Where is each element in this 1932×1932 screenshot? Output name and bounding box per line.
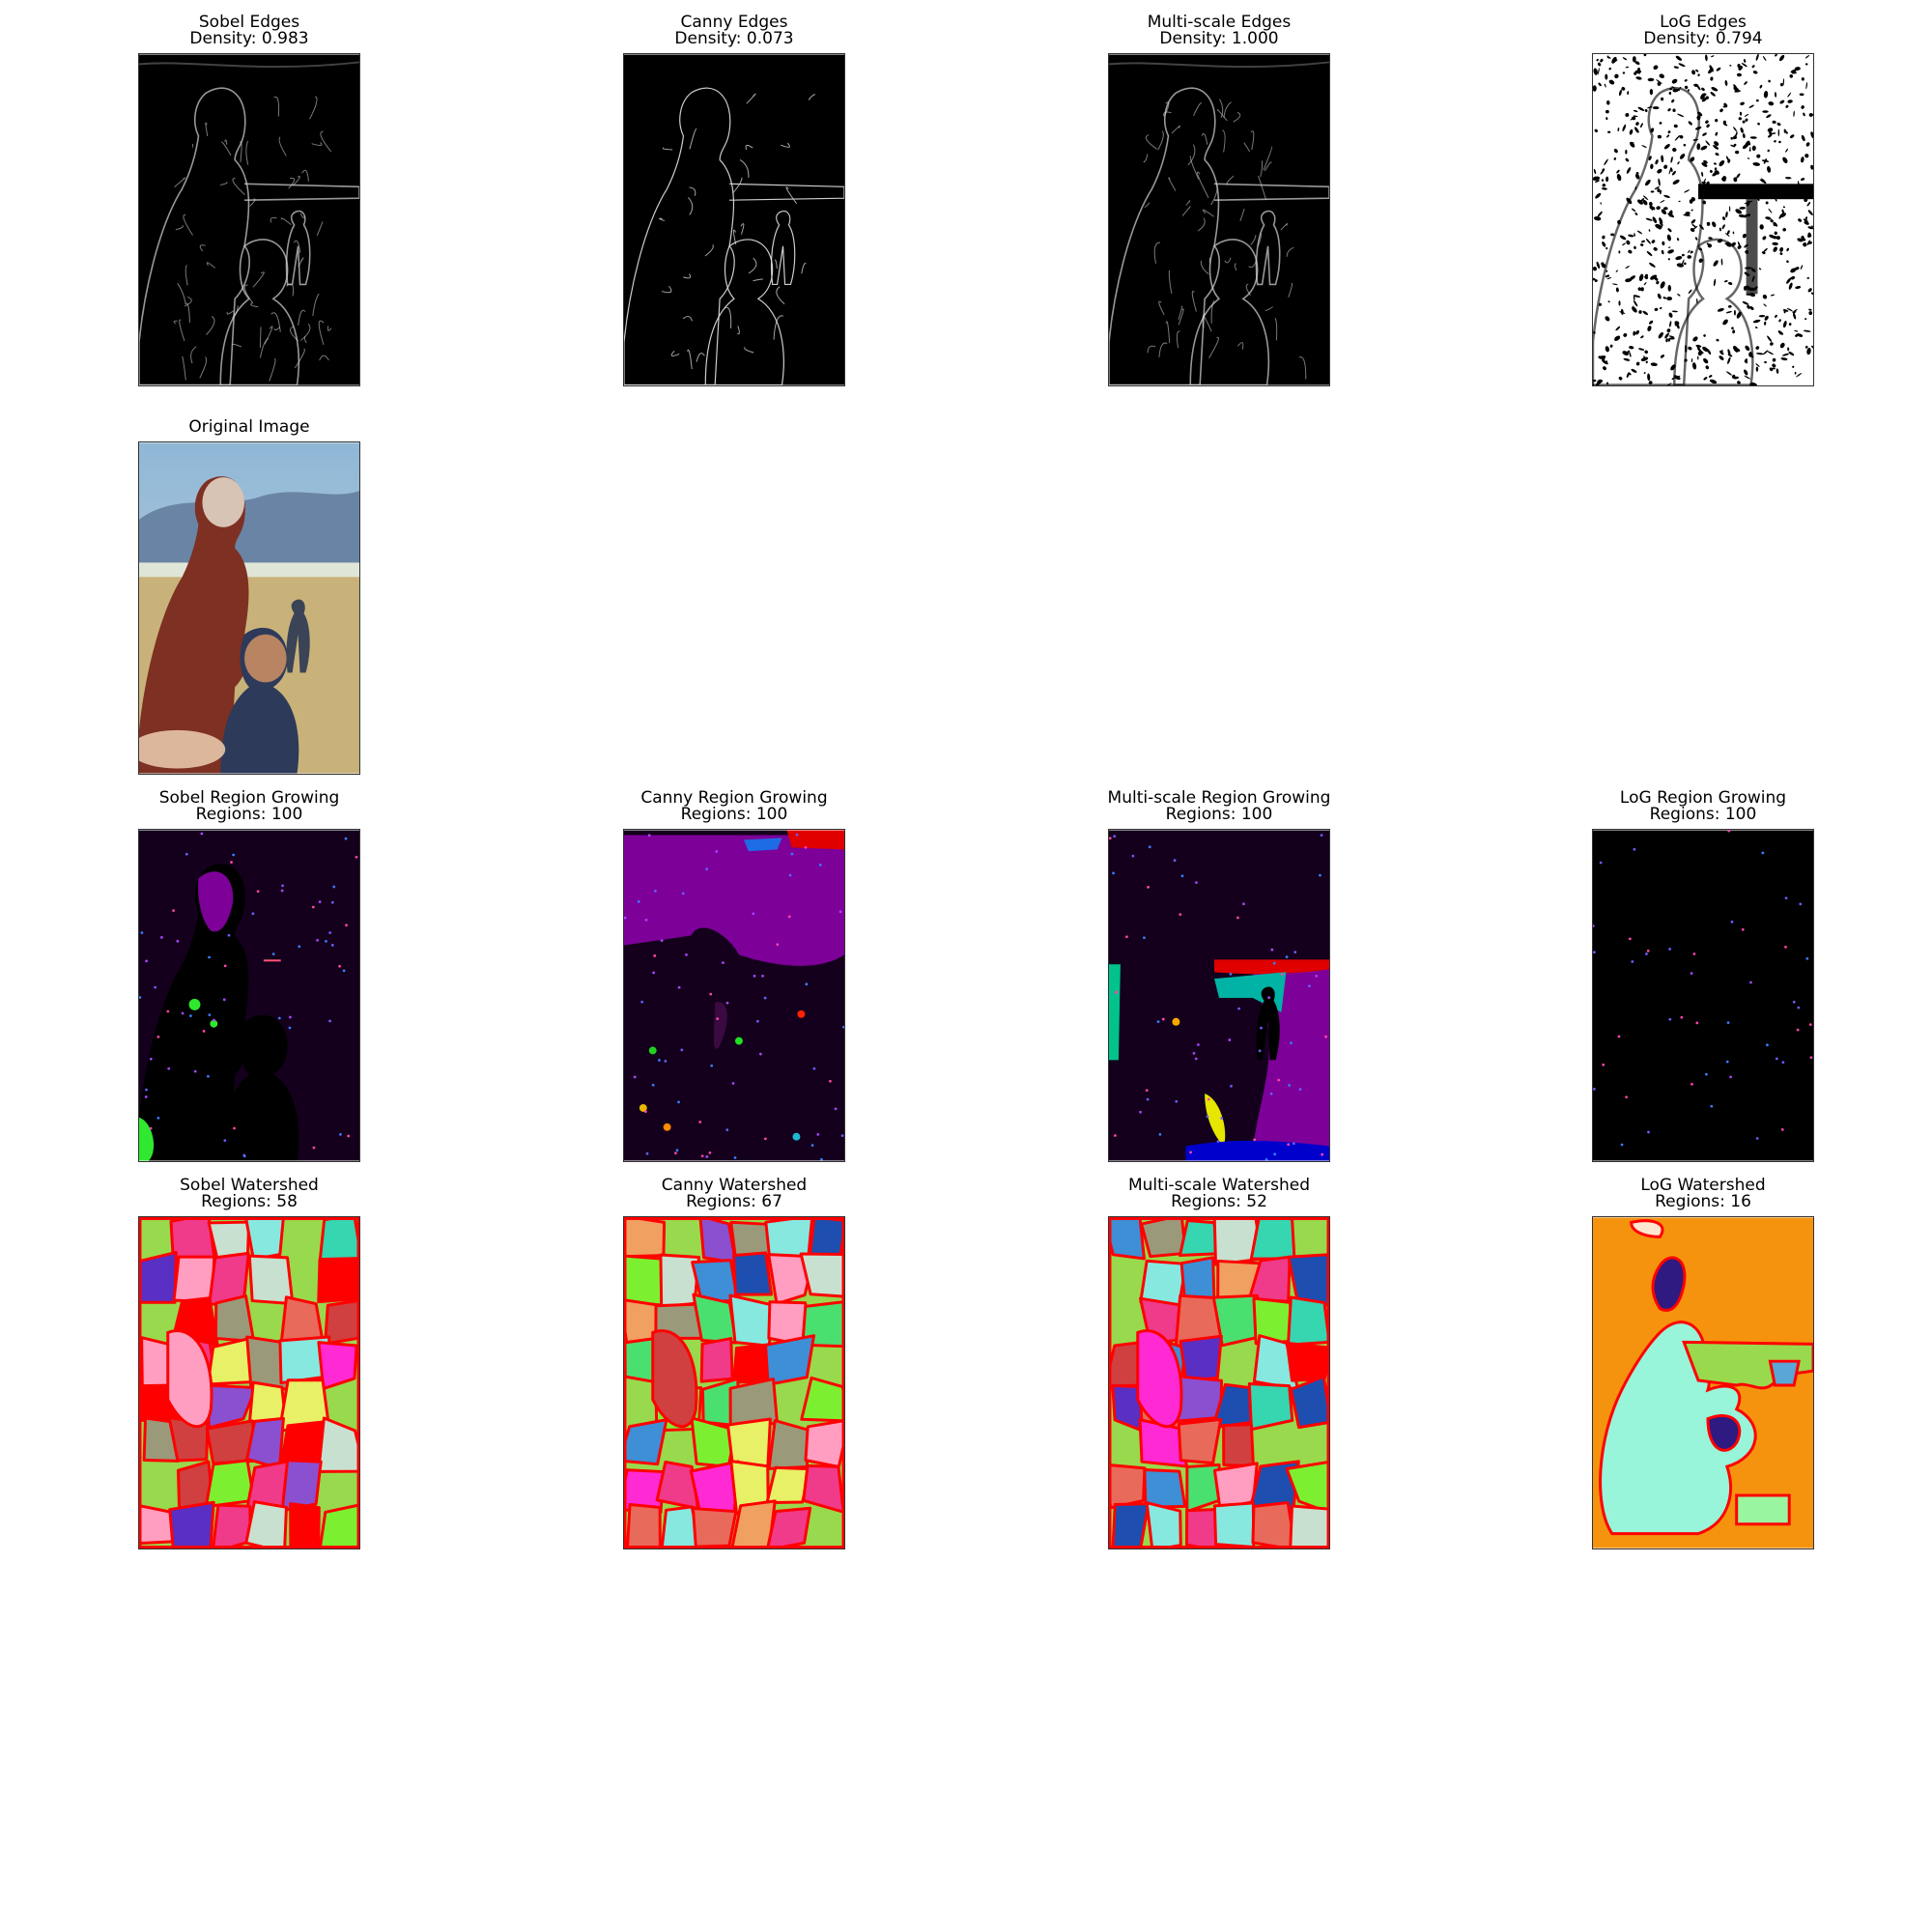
panel-title: Multi-scale Edges — [1147, 13, 1292, 32]
panel-subtitle: Density: 1.000 — [1159, 29, 1279, 48]
panel-image — [138, 441, 360, 775]
panel-title: LoG Region Growing — [1619, 788, 1787, 808]
panel-image — [1592, 1216, 1814, 1549]
panel-image — [1108, 1216, 1330, 1549]
panel-title: LoG Edges — [1660, 13, 1747, 32]
panel-subtitle: Regions: 100 — [195, 805, 303, 824]
panel-subtitle: Regions: 58 — [201, 1192, 298, 1211]
panel-title: Multi-scale Watershed — [1127, 1176, 1311, 1195]
panel-subtitle: Regions: 67 — [686, 1192, 782, 1211]
panel-image — [1592, 829, 1814, 1162]
panel-subtitle: Density: 0.983 — [189, 29, 309, 48]
panel-subtitle: Regions: 52 — [1171, 1192, 1267, 1211]
panel-image — [623, 829, 845, 1162]
panel-subtitle: Density: 0.794 — [1643, 29, 1763, 48]
panel-image — [1592, 53, 1814, 386]
panel-image — [1108, 829, 1330, 1162]
panel-image — [623, 53, 845, 386]
panel-title: Sobel Edges — [198, 13, 300, 32]
panel-title: Sobel Region Growing — [158, 788, 340, 808]
panel-title: Canny Region Growing — [640, 788, 828, 808]
panel-title: Canny Edges — [680, 13, 788, 32]
panel-image — [623, 1216, 845, 1549]
panel-title: LoG Watershed — [1640, 1176, 1766, 1195]
panel-subtitle: Density: 0.073 — [674, 29, 794, 48]
panel-image — [138, 53, 360, 386]
panel-subtitle: Regions: 100 — [1649, 805, 1757, 824]
panel-image — [138, 1216, 360, 1549]
panel-title: Original Image — [188, 417, 310, 437]
panel-title: Sobel Watershed — [180, 1176, 319, 1195]
panel-title: Multi-scale Region Growing — [1107, 788, 1331, 808]
panel-image — [138, 829, 360, 1162]
panel-image — [1108, 53, 1330, 386]
panel-subtitle: Regions: 100 — [1165, 805, 1273, 824]
panel-subtitle: Regions: 100 — [680, 805, 788, 824]
panel-title: Canny Watershed — [661, 1176, 808, 1195]
panel-subtitle: Regions: 16 — [1655, 1192, 1751, 1211]
